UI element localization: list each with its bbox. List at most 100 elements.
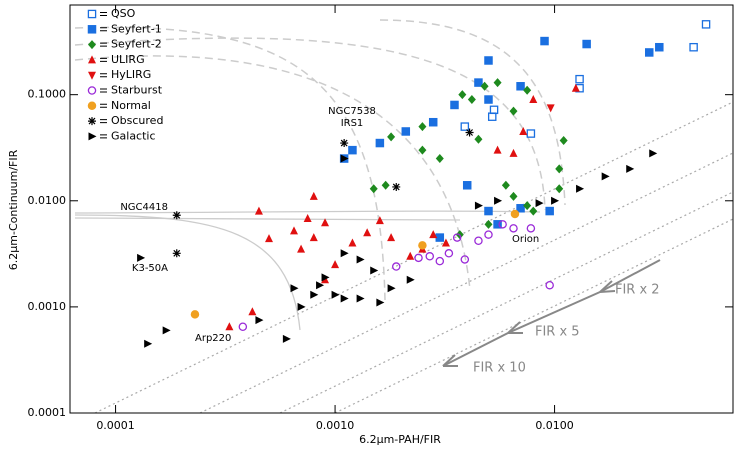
point — [297, 302, 306, 311]
point — [356, 294, 365, 303]
point — [428, 117, 438, 127]
point — [144, 339, 153, 348]
point — [655, 42, 664, 52]
point — [487, 112, 497, 121]
legend-label: Seyfert-1 — [111, 22, 162, 35]
point — [172, 211, 181, 220]
point — [494, 196, 503, 205]
point — [493, 220, 502, 229]
point — [310, 290, 319, 299]
point — [348, 238, 357, 247]
point — [484, 56, 493, 65]
point — [375, 138, 385, 148]
point — [555, 184, 564, 194]
point — [387, 284, 396, 293]
point — [356, 255, 365, 264]
point — [545, 280, 554, 290]
point — [331, 260, 340, 269]
point — [363, 228, 372, 237]
point — [575, 74, 584, 84]
point — [340, 294, 349, 303]
point — [88, 71, 96, 80]
point — [137, 253, 146, 262]
point — [87, 9, 97, 19]
point — [406, 275, 415, 284]
y-axis-label: 6.2μm-Continuum/FIR — [7, 149, 20, 270]
point — [88, 117, 96, 126]
legend-label: HyLIRG — [111, 68, 151, 81]
point — [340, 154, 349, 163]
plot-frame — [69, 4, 734, 414]
point — [331, 290, 340, 299]
point — [238, 322, 248, 331]
point — [309, 191, 318, 200]
point — [484, 230, 493, 239]
point — [516, 204, 525, 213]
x-tick-label: 0.0010 — [316, 419, 355, 432]
point — [645, 48, 654, 57]
point — [392, 182, 401, 191]
point — [526, 224, 536, 233]
point — [190, 310, 200, 319]
point — [303, 214, 312, 223]
point — [87, 86, 97, 95]
point — [510, 209, 520, 219]
point — [452, 233, 462, 242]
point — [435, 154, 444, 164]
point — [450, 100, 459, 110]
annotation: NGC4418 — [120, 202, 168, 213]
y-tick-label: 0.1000 — [28, 88, 67, 101]
point — [526, 129, 536, 138]
x-tick-label: 0.0001 — [96, 419, 135, 432]
legend-equals — [100, 134, 107, 139]
point — [425, 252, 435, 261]
point — [254, 206, 263, 215]
point — [348, 145, 357, 155]
point — [529, 95, 538, 104]
point — [649, 149, 658, 158]
annotation: FIR x 2 — [615, 283, 660, 298]
point — [340, 139, 349, 148]
point — [535, 199, 544, 208]
point — [626, 164, 635, 173]
point — [406, 251, 415, 260]
point — [172, 249, 181, 258]
point — [493, 78, 502, 88]
point — [465, 128, 474, 137]
point — [493, 145, 502, 154]
y-tick-label: 0.0001 — [28, 406, 67, 419]
point — [370, 266, 379, 275]
point — [467, 95, 476, 105]
point — [498, 220, 507, 229]
point — [509, 224, 518, 233]
point — [582, 39, 591, 49]
legend-label: Obscured — [111, 114, 163, 127]
legend-label: QSO — [111, 7, 136, 20]
point — [297, 244, 306, 253]
point — [88, 132, 97, 141]
annotation: FIR x 5 — [535, 325, 580, 340]
point — [484, 219, 493, 229]
point — [545, 206, 554, 216]
point — [523, 201, 532, 211]
point — [444, 249, 454, 258]
point — [321, 273, 330, 282]
legend-label: Seyfert-2 — [111, 38, 162, 51]
point — [282, 334, 291, 343]
point — [519, 126, 528, 135]
point — [429, 230, 438, 239]
point — [381, 180, 390, 190]
legend-equals — [100, 73, 107, 78]
point — [555, 164, 564, 174]
y-tick-label: 0.0100 — [28, 194, 67, 207]
point — [87, 101, 97, 111]
point — [551, 196, 560, 205]
annotation: K3-50A — [132, 263, 168, 274]
legend-equals — [100, 88, 107, 93]
x-tick-label: 0.0100 — [535, 419, 574, 432]
point — [460, 255, 470, 264]
point — [462, 181, 472, 190]
legend-equals — [100, 57, 107, 62]
point — [489, 105, 499, 115]
point — [248, 307, 257, 316]
